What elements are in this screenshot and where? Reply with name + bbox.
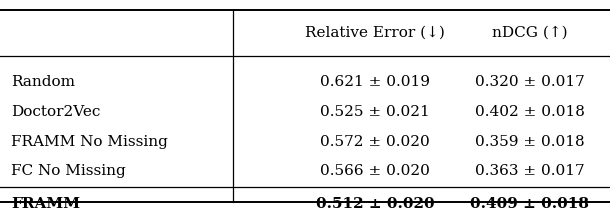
Text: 0.363 ± 0.017: 0.363 ± 0.017 [475, 164, 584, 178]
Text: FRAMM: FRAMM [11, 197, 80, 211]
Text: FC No Missing: FC No Missing [11, 164, 126, 178]
Text: 0.359 ± 0.018: 0.359 ± 0.018 [475, 135, 584, 149]
Text: 0.525 ± 0.021: 0.525 ± 0.021 [320, 105, 430, 119]
Text: FRAMM No Missing: FRAMM No Missing [11, 135, 168, 149]
Text: nDCG (↑): nDCG (↑) [492, 26, 567, 40]
Text: 0.566 ± 0.020: 0.566 ± 0.020 [320, 164, 430, 178]
Text: 0.621 ± 0.019: 0.621 ± 0.019 [320, 75, 430, 89]
Text: 0.572 ± 0.020: 0.572 ± 0.020 [320, 135, 430, 149]
Text: Doctor2Vec: Doctor2Vec [11, 105, 101, 119]
Text: 0.402 ± 0.018: 0.402 ± 0.018 [475, 105, 584, 119]
Text: 0.512 ± 0.020: 0.512 ± 0.020 [316, 197, 434, 211]
Text: Random: Random [11, 75, 75, 89]
Text: Relative Error (↓): Relative Error (↓) [305, 26, 445, 40]
Text: 0.409 ± 0.018: 0.409 ± 0.018 [470, 197, 589, 211]
Text: 0.320 ± 0.017: 0.320 ± 0.017 [475, 75, 584, 89]
